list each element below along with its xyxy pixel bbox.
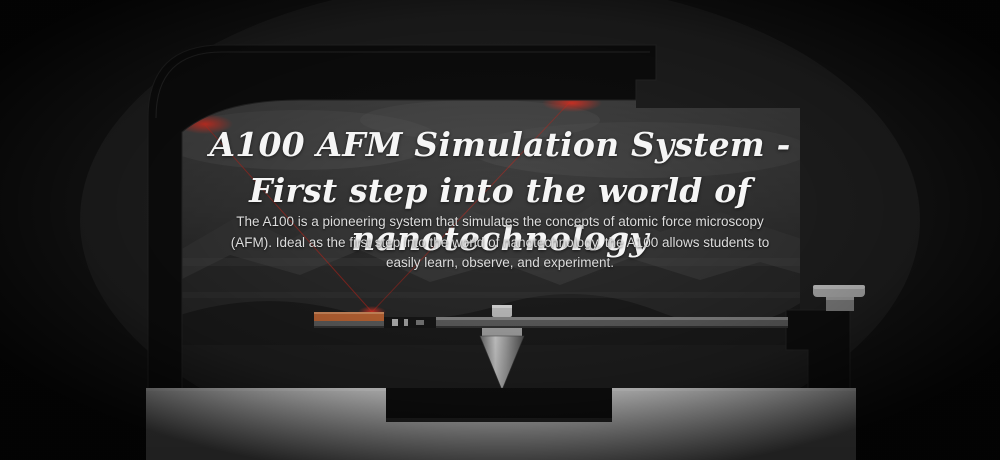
page-title-line2: First step into the world of nanotechnol… xyxy=(249,171,751,258)
product-description: The A100 is a pioneering system that sim… xyxy=(230,214,770,270)
instrument-base xyxy=(146,388,856,460)
page-title-line1: A100 AFM Simulation System - xyxy=(209,125,791,164)
